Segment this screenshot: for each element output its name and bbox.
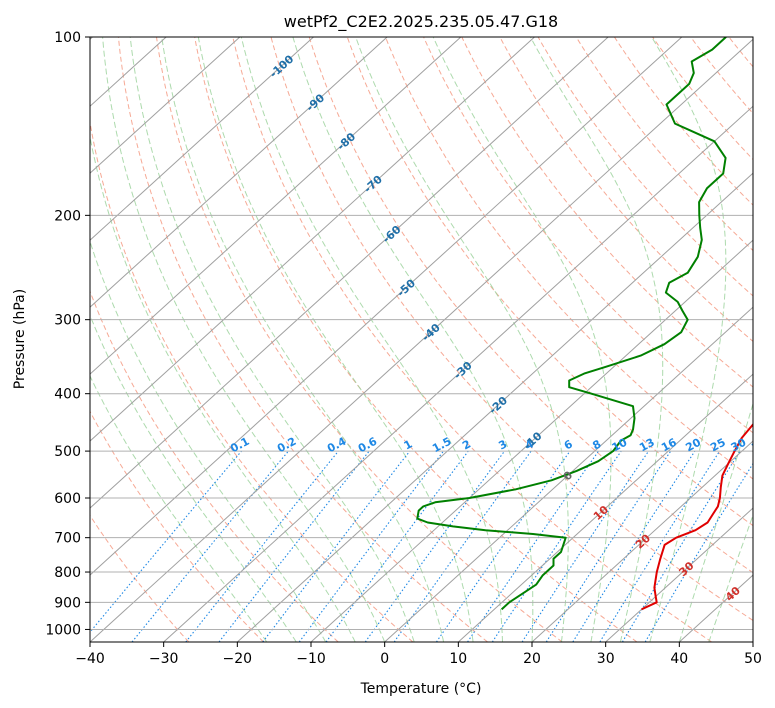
dry-adiabat [652,37,753,161]
x-tick-label: −10 [296,651,326,667]
isotherm-line [752,641,753,642]
x-tick-label: 40 [670,651,688,667]
x-tick-label: −20 [223,651,253,667]
isotherm-line [310,239,753,642]
mixing-ratio-label: 16 [659,436,679,455]
moist-adiabat [529,37,664,642]
dry-adiabat [194,37,638,642]
dry-adiabat [308,37,753,574]
isotherm-line [457,373,753,642]
moist-adiabat [161,37,445,642]
moist-adiabat [355,37,569,642]
y-tick-label: 1000 [45,622,81,638]
dewpoint-profile [416,37,727,611]
moist-adiabat [90,134,356,642]
isotherm-line [90,37,314,241]
mixing-ratio-line [467,450,599,642]
x-axis-label: Temperature (°C) [360,681,482,697]
mixing-ratio-line [491,450,622,642]
mixing-ratio-label: 30 [729,436,749,455]
mixing-ratio-line [435,450,571,642]
isotherm-line [90,37,241,174]
mixing-ratio-label: 36 [749,436,769,455]
y-tick-label: 200 [54,208,81,224]
mixing-ratio-line [364,450,505,642]
mixing-ratio-line [131,450,289,642]
mixing-ratio-label: 13 [637,436,657,455]
dry-adiabat [461,37,753,388]
y-axis-label: Pressure (hPa) [12,289,28,389]
dry-adiabat [537,37,753,297]
dry-adiabat [90,119,414,642]
moist-adiabat [197,37,474,642]
moist-adiabat [129,37,415,642]
isotherm-line [531,440,753,642]
mixing-ratio-line [90,450,242,633]
moist-adiabat [90,239,327,642]
moist-adiabat [432,37,612,642]
dry-adiabat [232,37,712,642]
mixing-ratio-line [521,450,650,642]
x-tick-label: 20 [523,651,541,667]
y-tick-label: 700 [54,531,81,547]
dry-adiabat [575,37,753,252]
moist-adiabat [102,37,386,642]
mixing-ratio-line [325,450,469,642]
y-tick-label: 300 [54,313,81,329]
dry-adiabat [90,289,339,642]
y-tick-label: 800 [54,565,81,581]
mixing-ratio-line [572,450,696,642]
x-tick-label: 10 [449,651,467,667]
y-tick-label: 100 [54,30,81,46]
dry-adiabat [499,37,753,343]
y-tick-label: 900 [54,595,81,611]
x-tick-label: 30 [597,651,615,667]
dry-adiabat [767,37,775,642]
x-tick-label: 50 [744,651,762,667]
mixing-ratio-label: 25 [708,436,728,455]
mixing-ratio-line [262,450,411,642]
x-tick-label: −40 [75,651,105,667]
isotherm-line [236,172,753,642]
isotherm-line [90,37,388,308]
y-tick-label: 500 [54,444,81,460]
moist-adiabat [649,37,727,642]
mixing-ratio-line [298,450,444,642]
dry-adiabat [90,514,190,642]
x-tick-label: 0 [380,651,389,667]
chart-title: wetPf2_C2E2.2025.235.05.47.G18 [284,12,558,32]
mixing-ratio-line [621,450,741,642]
moist-adiabat [90,314,297,642]
moist-adiabat [90,374,268,642]
isotherm-line [384,306,753,642]
moist-adiabat [240,37,503,642]
isotherm-line [90,37,609,509]
mixing-ratio-label: 10 [610,436,630,455]
mixing-ratio-line [644,462,753,642]
x-tick-label: −30 [149,651,179,667]
mixing-ratio-line [599,450,721,642]
isotherm-line [163,105,753,642]
isotherm-line [90,37,462,375]
mixing-ratio-label: 20 [683,436,703,455]
dry-adiabat [117,37,488,642]
isotherm-line [90,37,683,576]
plot-frame [89,36,754,643]
y-tick-label: 600 [54,491,81,507]
isotherm-line [90,38,753,642]
temperature-profile [641,423,753,611]
isotherm-line [90,37,535,442]
moist-adiabat [292,37,534,642]
isotherm-line [605,507,753,642]
moist-adiabat [678,402,753,642]
y-tick-label: 400 [54,387,81,403]
